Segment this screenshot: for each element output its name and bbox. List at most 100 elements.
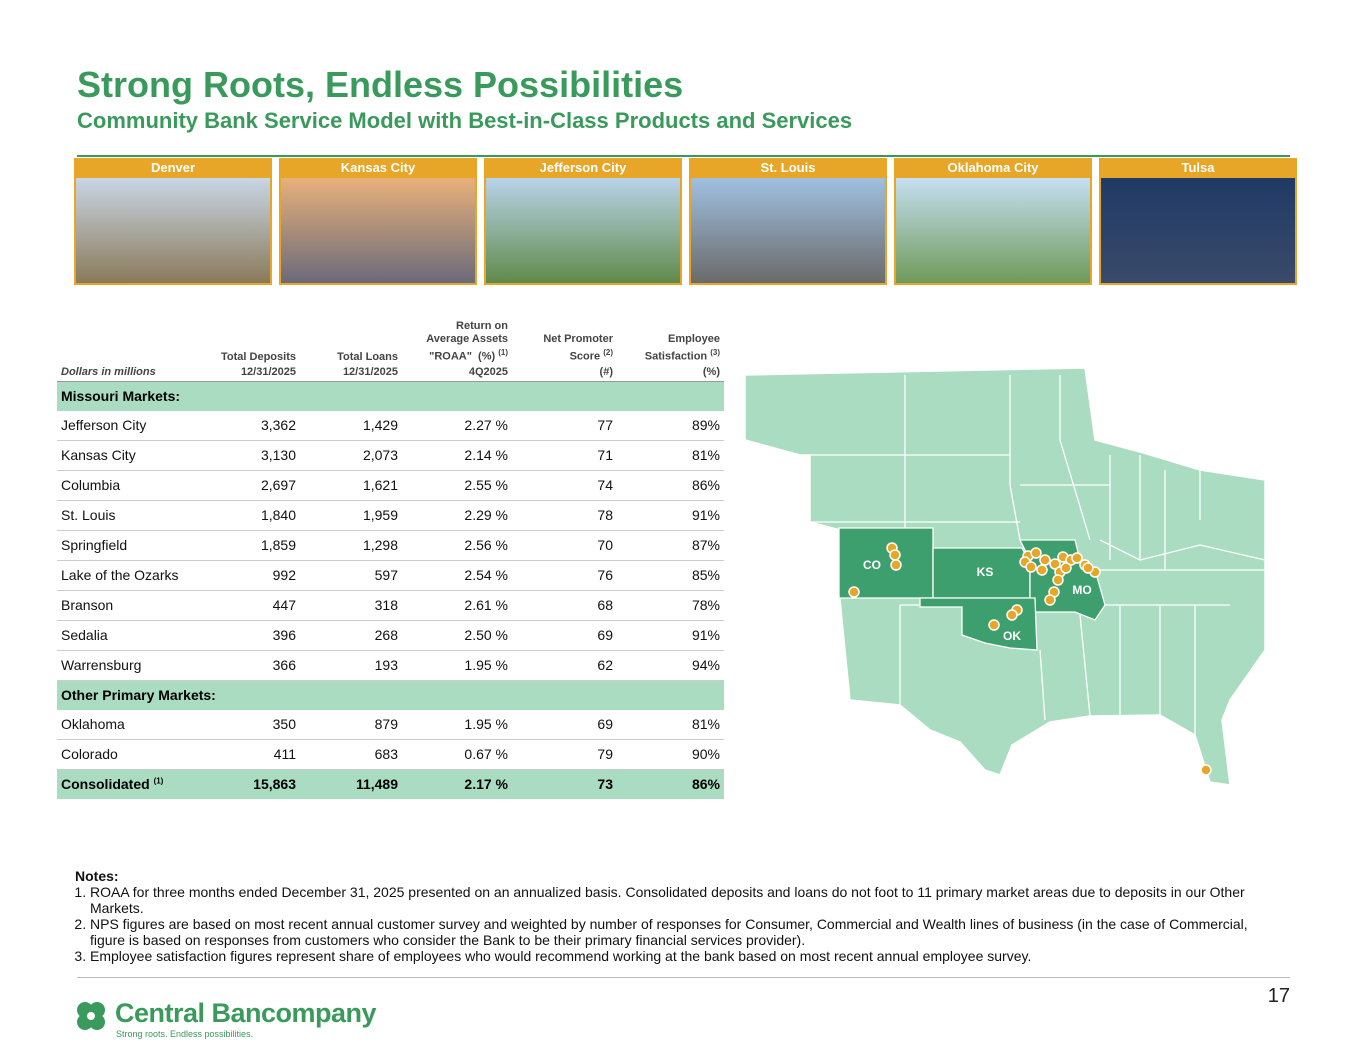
period: (#) [512,363,617,382]
state-label: MO [1072,583,1091,597]
header-text: Average Assets [426,333,508,345]
header-text: Net Promoter [543,333,613,345]
value-cell: 0.67 % [402,739,512,770]
market-name: Sedalia [57,620,200,651]
market-name: Columbia [57,470,200,501]
footnote-ref: (3) [710,348,720,357]
market-row: Warrensburg 366 193 1.95 % 62 94% [57,650,724,681]
value-cell: 77 [512,410,617,441]
city: Oklahoma City [894,158,1092,285]
market-name: Branson [57,590,200,621]
period: 4Q2025 [402,363,512,382]
section-title: Missouri Markets: [57,381,724,411]
title: Strong Roots, Endless Possibilities [77,64,684,105]
value-cell: 70 [512,530,617,561]
value-cell: 350 [200,709,300,740]
header-cell: Return on Average Assets "ROAA" (%) (1) [402,320,512,364]
page-number: 17 [1267,985,1290,1007]
value-cell: 81% [617,440,724,471]
divider [77,155,1290,157]
city-photo [894,178,1092,285]
header-text: Total Deposits [221,350,296,363]
header-cell: Net Promoter Score (2) [512,320,617,364]
header-text: Employee [668,333,720,345]
value-cell: 992 [200,560,300,591]
value-cell: 1.95 % [402,650,512,681]
header-cell: Total Loans [300,320,402,364]
value-cell: 268 [300,620,402,651]
market-name: St. Louis [57,500,200,531]
period: 12/31/2025 [300,363,402,382]
value-cell: 411 [200,739,300,770]
section-title: Other Primary Markets: [57,680,724,710]
header-text: Satisfaction [644,350,708,363]
note-item: Employee satisfaction figures represent … [90,948,1275,964]
value-cell: 81% [617,709,724,740]
header-text: Total Loans [337,350,398,363]
market-name: Kansas City [57,440,200,471]
value-cell: 2.29 % [402,500,512,531]
value-cell: 879 [300,709,402,740]
value-cell: 2,073 [300,440,402,471]
total-label: Consolidated [61,776,150,793]
note-item: NPS figures are based on most recent ann… [90,916,1275,948]
market-row: Colorado 411 683 0.67 % 79 90% [57,739,724,770]
city-label: Denver [74,158,272,178]
market-row: Sedalia 396 268 2.50 % 69 91% [57,620,724,651]
city-photo [689,178,887,285]
value-cell: 85% [617,560,724,591]
value-cell: 89% [617,410,724,441]
value-cell: 1.95 % [402,709,512,740]
market-table: Total Deposits Total Loans Return on Averag… [57,320,724,799]
city-photo [279,178,477,285]
value-cell: 2.27 % [402,410,512,441]
total-cell: 11,489 [300,769,402,799]
value-cell: 396 [200,620,300,651]
city: Kansas City [279,158,477,285]
value-cell: 90% [617,739,724,770]
state-lines [810,375,1266,735]
header-text: Return on [456,320,508,332]
value-cell: 366 [200,650,300,681]
branch-dots [848,542,1212,776]
value-cell: 2.50 % [402,620,512,651]
total-name: Consolidated (1) [57,769,200,799]
value-cell: 3,130 [200,440,300,471]
market-name: Warrensburg [57,650,200,681]
value-cell: 78% [617,590,724,621]
value-cell: 91% [617,500,724,531]
market-row: Oklahoma 350 879 1.95 % 69 81% [57,709,724,740]
value-cell: 2.14 % [402,440,512,471]
market-row: St. Louis 1,840 1,959 2.29 % 78 91% [57,500,724,531]
value-cell: 683 [300,739,402,770]
value-cell: 1,959 [300,500,402,531]
period-row: Dollars in millions 12/31/2025 12/31/2025 4… [57,363,724,382]
value-cell: 597 [300,560,402,591]
period: (%) [617,363,724,382]
market-row: Kansas City 3,130 2,073 2.14 % 71 81% [57,440,724,471]
header-text: "ROAA" (%) [429,350,496,363]
city-photo [484,178,682,285]
market-row: Branson 447 318 2.61 % 68 78% [57,590,724,621]
value-cell: 1,429 [300,410,402,441]
total-cell: 86% [617,769,724,799]
value-cell: 1,621 [300,470,402,501]
market-name: Colorado [57,739,200,770]
total-cell: 2.17 % [402,769,512,799]
city-photo [1099,178,1297,285]
value-cell: 2.61 % [402,590,512,621]
value-cell: 69 [512,709,617,740]
value-cell: 86% [617,470,724,501]
header-cell [57,320,200,364]
section-row: Other Primary Markets: [57,680,724,710]
value-cell: 318 [300,590,402,621]
notes-list: ROAA for three months ended December 31,… [75,884,1275,964]
logo-name: Central Bancompany [115,998,377,1028]
market-row: Lake of the Ozarks 992 597 2.54 % 76 85% [57,560,724,591]
units-label: Dollars in millions [57,363,200,382]
value-cell: 447 [200,590,300,621]
city: Tulsa [1099,158,1297,285]
value-cell: 1,840 [200,500,300,531]
state-label: KS [977,565,994,579]
city-label: Kansas City [279,158,477,178]
